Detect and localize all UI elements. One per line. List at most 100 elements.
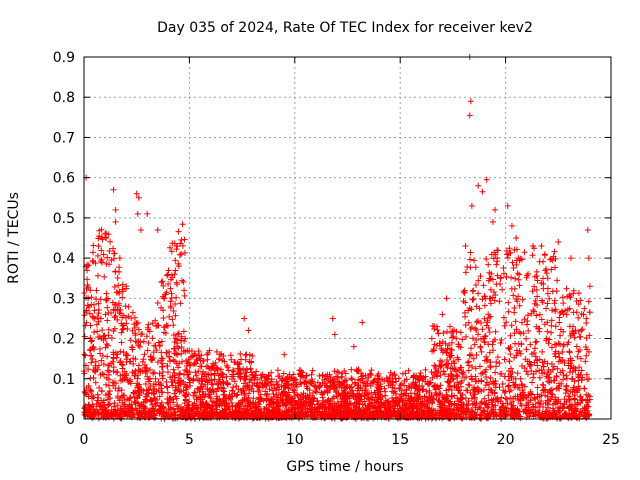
data-point	[498, 411, 505, 418]
data-point	[285, 406, 292, 413]
data-point	[89, 415, 96, 422]
data-point	[393, 400, 400, 407]
x-tick-label: 25	[602, 432, 620, 448]
data-point	[342, 370, 349, 377]
data-point	[116, 264, 123, 271]
data-point	[107, 238, 114, 245]
data-point	[84, 302, 91, 309]
data-point	[187, 362, 194, 369]
data-point	[151, 386, 158, 393]
data-point	[419, 376, 426, 383]
data-point	[164, 399, 171, 406]
data-point	[478, 370, 485, 377]
data-point	[118, 339, 125, 346]
data-point	[430, 383, 437, 390]
data-point	[94, 397, 101, 404]
data-point	[98, 335, 105, 342]
data-point	[177, 370, 184, 377]
data-point	[550, 407, 557, 414]
data-point	[514, 270, 521, 277]
data-point	[97, 315, 104, 322]
data-point	[160, 314, 167, 321]
data-point	[483, 256, 490, 263]
data-point	[530, 370, 537, 377]
data-point	[424, 378, 431, 385]
data-point	[304, 409, 311, 416]
data-point	[532, 404, 539, 411]
data-point	[109, 358, 116, 365]
data-point	[221, 400, 228, 407]
data-point	[262, 381, 269, 388]
data-point	[527, 388, 534, 395]
data-point	[560, 300, 567, 307]
data-point	[154, 226, 161, 233]
data-point	[501, 322, 508, 329]
data-point	[170, 322, 177, 329]
data-point	[473, 336, 480, 343]
data-point	[319, 372, 326, 379]
data-point	[160, 307, 167, 314]
data-point	[168, 290, 175, 297]
data-point	[560, 372, 567, 379]
data-point	[244, 383, 251, 390]
data-point	[143, 391, 150, 398]
data-point	[557, 408, 563, 415]
data-point	[129, 346, 136, 353]
data-point	[152, 375, 159, 382]
data-point	[444, 328, 451, 335]
data-point	[90, 374, 97, 381]
data-point	[176, 251, 183, 258]
data-point	[556, 319, 563, 326]
data-point	[563, 372, 570, 379]
data-point	[202, 381, 209, 388]
data-point	[538, 366, 545, 373]
data-point	[110, 245, 117, 252]
data-point	[193, 356, 200, 363]
data-point	[447, 378, 454, 385]
data-point	[261, 373, 268, 380]
data-point	[89, 344, 96, 351]
data-point	[170, 332, 177, 339]
data-point	[496, 298, 503, 305]
data-point	[533, 287, 540, 294]
data-point	[167, 298, 174, 305]
data-point	[361, 390, 368, 397]
data-point	[374, 379, 381, 386]
data-point	[513, 261, 520, 268]
data-point	[495, 398, 502, 405]
data-point	[472, 325, 479, 332]
data-point	[518, 319, 525, 326]
data-point	[282, 393, 289, 400]
data-point	[359, 319, 366, 326]
data-point	[562, 409, 569, 416]
data-point	[84, 412, 91, 419]
data-point	[477, 405, 484, 412]
data-point	[445, 386, 452, 393]
data-point	[487, 386, 494, 393]
data-point	[288, 375, 295, 382]
data-point	[544, 400, 551, 407]
data-point	[175, 382, 182, 389]
data-point	[267, 378, 274, 385]
data-point	[479, 188, 486, 195]
data-point	[377, 395, 384, 402]
data-point	[562, 307, 569, 314]
data-point	[144, 347, 151, 354]
data-point	[83, 391, 90, 398]
data-point	[173, 395, 180, 402]
data-point	[142, 381, 149, 388]
data-point	[468, 407, 475, 414]
data-point	[122, 372, 129, 379]
data-point	[448, 339, 455, 346]
data-point	[117, 377, 124, 384]
data-point	[354, 390, 361, 397]
data-point	[164, 389, 171, 396]
data-point	[242, 402, 249, 409]
data-point	[375, 384, 382, 391]
data-point	[431, 341, 438, 348]
data-point	[483, 353, 490, 360]
data-point	[511, 330, 518, 337]
data-point	[521, 394, 528, 401]
data-point	[88, 338, 95, 345]
data-point	[494, 247, 501, 254]
